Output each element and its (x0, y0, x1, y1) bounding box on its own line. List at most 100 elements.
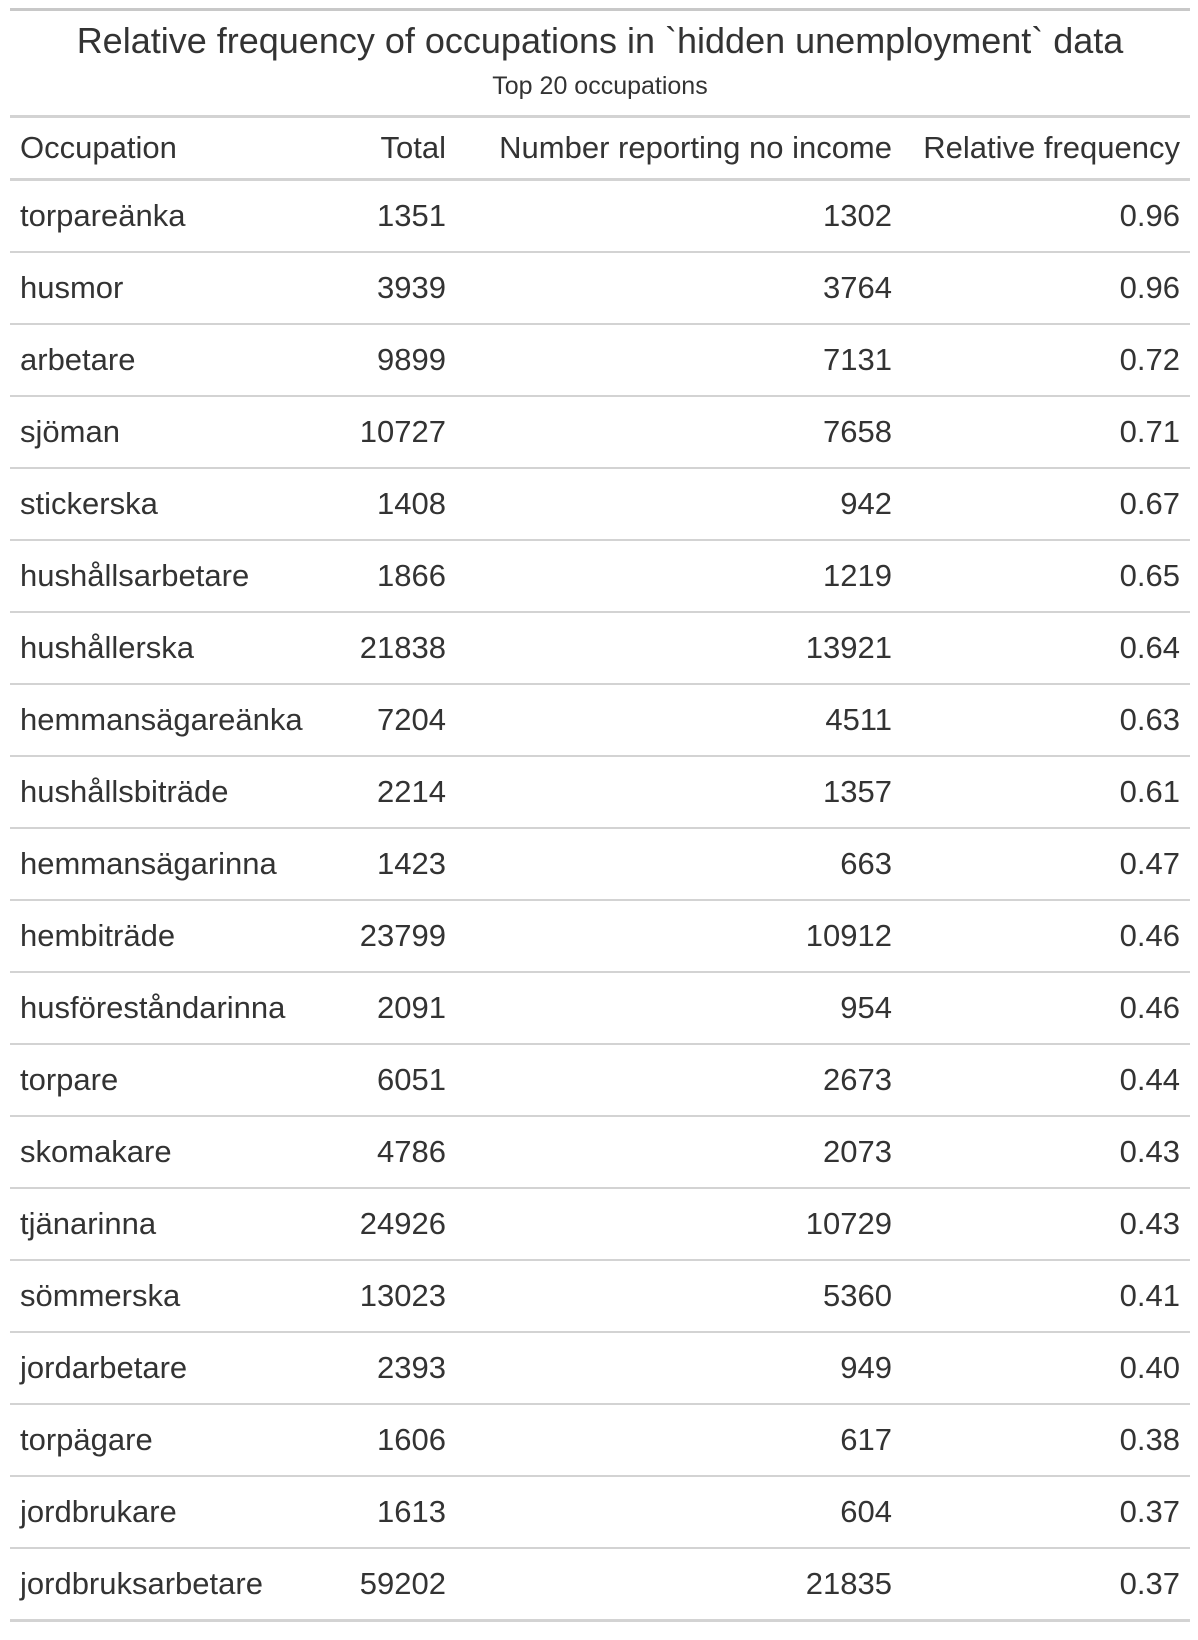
relative-frequency-cell: 0.44 (1119, 1062, 1180, 1097)
table-row: arbetare 9899 7131 0.72 (10, 324, 1190, 396)
no-income-cell: 10912 (805, 918, 892, 953)
table-row: sömmerska 13023 5360 0.41 (10, 1260, 1190, 1332)
no-income-cell: 4511 (825, 702, 892, 737)
table-row: hembiträde 23799 10912 0.46 (10, 900, 1190, 972)
relative-frequency-cell: 0.65 (1119, 558, 1180, 593)
relative-frequency-cell: 0.71 (1119, 414, 1180, 449)
total-cell: 3939 (377, 270, 446, 305)
occupation-cell: jordarbetare (20, 1350, 188, 1385)
table-row: hemmansägareänka 7204 4511 0.63 (10, 684, 1190, 756)
relative-frequency-cell: 0.67 (1119, 486, 1180, 521)
occupation-cell: jordbruksarbetare (20, 1566, 263, 1601)
no-income-cell: 954 (840, 990, 892, 1025)
relative-frequency-cell: 0.96 (1119, 198, 1180, 233)
total-cell: 23799 (359, 918, 446, 953)
table-title: Relative frequency of occupations in `hi… (76, 20, 1124, 61)
no-income-cell: 7658 (823, 414, 892, 449)
occupation-cell: hembiträde (20, 918, 176, 953)
table-row: husföreståndarinna 2091 954 0.46 (10, 972, 1190, 1044)
occupation-cell: skomakare (20, 1134, 172, 1169)
relative-frequency-cell: 0.64 (1119, 630, 1180, 665)
no-income-cell: 604 (840, 1494, 892, 1529)
total-cell: 2393 (377, 1350, 446, 1385)
occupation-cell: stickerska (20, 486, 158, 521)
occupation-cell: husmor (20, 270, 124, 305)
relative-frequency-cell: 0.43 (1119, 1206, 1180, 1241)
relative-frequency-cell: 0.41 (1119, 1278, 1180, 1313)
relative-frequency-cell: 0.46 (1119, 918, 1180, 953)
column-header-total: Total (380, 130, 446, 165)
occupation-cell: tjänarinna (20, 1206, 157, 1241)
table-row: sjöman 10727 7658 0.71 (10, 396, 1190, 468)
occupation-cell: jordbrukare (20, 1494, 177, 1529)
occupation-cell: torpare (20, 1062, 119, 1097)
table-row: torpare 6051 2673 0.44 (10, 1044, 1190, 1116)
occupation-cell: hushållerska (20, 630, 195, 665)
no-income-cell: 7131 (823, 342, 892, 377)
table-row: torpägare 1606 617 0.38 (10, 1404, 1190, 1476)
no-income-cell: 949 (840, 1350, 892, 1385)
column-header-no-income: Number reporting no income (499, 130, 892, 165)
no-income-cell: 663 (840, 846, 892, 881)
no-income-cell: 1219 (823, 558, 892, 593)
table-row: husmor 3939 3764 0.96 (10, 252, 1190, 324)
no-income-cell: 13921 (805, 630, 892, 665)
total-cell: 1606 (377, 1422, 446, 1457)
table-row: hushållsbiträde 2214 1357 0.61 (10, 756, 1190, 828)
relative-frequency-cell: 0.47 (1119, 846, 1180, 881)
no-income-cell: 5360 (823, 1278, 892, 1313)
no-income-cell: 1302 (823, 198, 892, 233)
table-row: stickerska 1408 942 0.67 (10, 468, 1190, 540)
total-cell: 9899 (377, 342, 446, 377)
no-income-cell: 21835 (805, 1566, 892, 1601)
table-row: torpareänka 1351 1302 0.96 (10, 180, 1190, 252)
total-cell: 2214 (377, 774, 446, 809)
total-cell: 1351 (377, 198, 446, 233)
occupation-table: Occupation Total Number reporting no inc… (10, 115, 1190, 1622)
relative-frequency-cell: 0.46 (1119, 990, 1180, 1025)
occupation-cell: torpägare (20, 1422, 153, 1457)
occupation-cell: hushållsbiträde (20, 774, 229, 809)
column-header-occupation: Occupation (20, 130, 177, 165)
occupation-cell: sjöman (20, 414, 120, 449)
relative-frequency-cell: 0.63 (1119, 702, 1180, 737)
no-income-cell: 3764 (823, 270, 892, 305)
occupation-cell: hushållsarbetare (20, 558, 250, 593)
top-rule (10, 8, 1190, 11)
relative-frequency-cell: 0.43 (1119, 1134, 1180, 1169)
table-subtitle: Top 20 occupations (492, 72, 708, 100)
occupation-cell: torpareänka (20, 198, 186, 233)
relative-frequency-cell: 0.37 (1119, 1494, 1180, 1529)
table-row: jordbrukare 1613 604 0.37 (10, 1476, 1190, 1548)
total-cell: 21838 (359, 630, 446, 665)
table-row: tjänarinna 24926 10729 0.43 (10, 1188, 1190, 1260)
relative-frequency-cell: 0.40 (1119, 1350, 1180, 1385)
total-cell: 59202 (359, 1566, 446, 1601)
occupation-cell: arbetare (20, 342, 136, 377)
relative-frequency-cell: 0.38 (1119, 1422, 1180, 1457)
table-container: Relative frequency of occupations in `hi… (10, 8, 1190, 1622)
relative-frequency-cell: 0.37 (1119, 1566, 1180, 1601)
total-cell: 1423 (377, 846, 446, 881)
no-income-cell: 942 (840, 486, 892, 521)
no-income-cell: 10729 (805, 1206, 892, 1241)
total-cell: 1613 (377, 1494, 446, 1529)
table-row: jordbruksarbetare 59202 21835 0.37 (10, 1548, 1190, 1621)
occupation-cell: hemmansägareänka (20, 702, 303, 737)
relative-frequency-cell: 0.96 (1119, 270, 1180, 305)
total-cell: 7204 (377, 702, 446, 737)
relative-frequency-cell: 0.72 (1119, 342, 1180, 377)
no-income-cell: 2673 (823, 1062, 892, 1097)
total-cell: 1866 (377, 558, 446, 593)
table-row: hushållerska 21838 13921 0.64 (10, 612, 1190, 684)
header-row: Occupation Total Number reporting no inc… (10, 116, 1190, 180)
no-income-cell: 2073 (823, 1134, 892, 1169)
occupation-cell: husföreståndarinna (20, 990, 286, 1025)
relative-frequency-cell: 0.61 (1119, 774, 1180, 809)
total-cell: 13023 (359, 1278, 446, 1313)
table-body: torpareänka 1351 1302 0.96 husmor 3939 3764 0.9… (10, 180, 1190, 1621)
table-row: hushållsarbetare 1866 1219 0.65 (10, 540, 1190, 612)
table-row: jordarbetare 2393 949 0.40 (10, 1332, 1190, 1404)
total-cell: 24926 (359, 1206, 446, 1241)
table-row: skomakare 4786 2073 0.43 (10, 1116, 1190, 1188)
